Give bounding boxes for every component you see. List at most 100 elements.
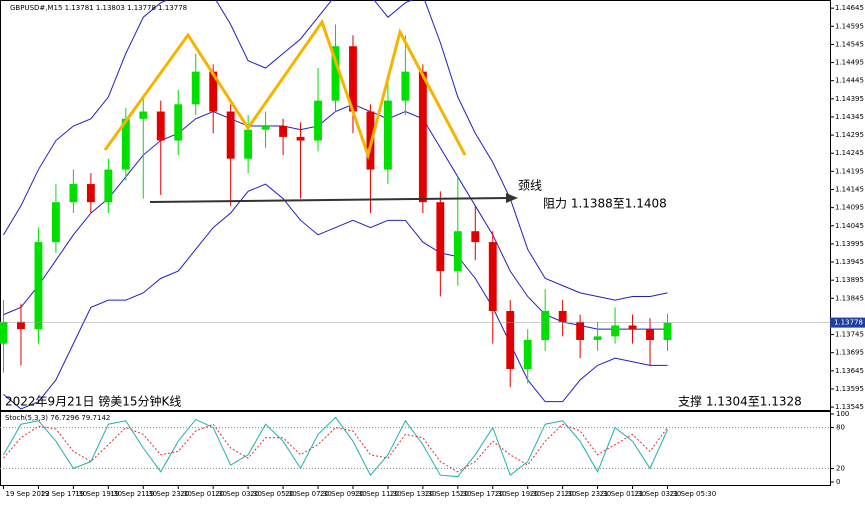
y-tick-label: 1.14195 [835,167,864,175]
x-tick-label: 20 Sep 21:30 [530,490,577,498]
candle-body [488,242,497,311]
neckline-arrow [506,193,518,203]
y-tick-label: 1.14145 [835,185,864,193]
y-tick-label: 1.13845 [835,294,864,302]
y-tick-label: 100 [836,410,849,418]
neckline [149,197,509,203]
candle-body [34,242,43,330]
stoch-line [3,423,668,473]
candle-body [663,322,672,341]
candle-body [296,136,305,141]
y-tick-label: 1.14245 [835,149,864,157]
support-label: 支撑 1.1304至1.1328 [678,394,802,409]
y-tick-label: 0 [836,478,840,486]
y-tick-label: 1.13645 [835,367,864,375]
candle-body [383,100,392,170]
candle-body [314,100,322,141]
y-tick-label: 1.14495 [835,59,864,67]
resistance-label: 阻力 1.1388至1.1408 [543,197,667,211]
candle-body [86,184,95,203]
x-tick-label: 21 Sep 01:30 [600,490,647,498]
candle-body [244,129,253,159]
candle-body [506,310,515,370]
candle-body [226,111,235,159]
y-tick-label: 80 [836,424,845,432]
x-tick-label: 20 Sep 11:30 [355,490,402,498]
candle-body [191,71,200,105]
y-tick-label: 1.14595 [835,22,864,30]
caption: 2022年9月21日 镑美15分钟K线 [5,394,181,409]
stoch-line [3,416,668,478]
y-tick-label: 1.13745 [835,331,864,339]
y-tick-label: 1.13945 [835,258,864,266]
x-tick-label: 20 Sep 17:30 [460,490,507,498]
y-tick-label: 1.14395 [835,95,864,103]
y-tick-label: 1.14545 [835,40,864,48]
stoch-title: Stoch(5,3,3) 76.7296 79.7142 [5,414,110,422]
x-tick-label: 20 Sep 23:30 [565,490,612,498]
candle-body [156,111,165,141]
candle-body [0,321,8,344]
band-line [3,0,668,301]
x-tick-label: 20 Sep 03:30 [215,490,262,498]
candle-body [611,325,620,337]
y-tick-label: 1.14445 [835,77,864,85]
candle-body [646,329,654,341]
x-tick-label: 19 Sep 2022 [5,490,49,498]
candle-body [628,325,637,330]
symbol-info: GBPUSD#,M15 1.13781 1.13803 1.13778 1.13… [10,4,187,12]
candle-body [593,336,602,341]
x-tick-label: 20 Sep 15:30 [425,490,472,498]
candle-body [17,321,25,330]
y-tick-label: 1.13995 [835,240,864,248]
pattern-zigzag [103,18,467,161]
candle-body [69,184,78,203]
y-tick-label: 1.14345 [835,113,864,121]
candle-body [471,231,480,243]
y-tick-label: 1.13895 [835,276,864,284]
candle-body [558,310,567,322]
candle-body [453,231,462,272]
y-tick-label: 1.14645 [835,4,864,12]
last-price-label: 1.13778 [834,319,863,327]
candle-body [523,340,532,370]
candle-body [139,111,148,119]
y-tick-label: 1.13695 [835,349,864,357]
x-tick-label: 19 Sep 23:30 [145,490,192,498]
x-tick-label: 20 Sep 13:30 [390,490,437,498]
x-tick-label: 20 Sep 07:30 [285,490,332,498]
candle-body [104,169,113,203]
candle-body [436,202,445,272]
candle-body [541,310,550,341]
y-tick-label: 1.13545 [835,403,864,411]
candle-body [401,71,410,101]
x-tick-label: 19 Sep 17:30 [40,490,87,498]
x-tick-label: 20 Sep 19:30 [495,490,542,498]
y-tick-label: 1.14295 [835,131,864,139]
candle-body [209,71,218,112]
stoch-panel [0,411,831,486]
candle-body [349,46,357,112]
candle-body [51,202,60,243]
candle-body [331,46,340,101]
x-tick-label: 19 Sep 19:30 [75,490,122,498]
candle-body [261,126,270,130]
candle-body [174,104,183,141]
candle-body [279,126,288,137]
last-price-tag [830,317,865,328]
main-panel [0,0,831,411]
x-tick-label: 20 Sep 09:30 [320,490,367,498]
x-tick-label: 20 Sep 01:30 [180,490,227,498]
y-tick-label: 20 [836,464,845,472]
x-tick-label: 20 Sep 05:30 [250,490,297,498]
x-tick-label: 19 Sep 21:30 [110,490,157,498]
candle-body [576,321,585,341]
candle-body [121,118,130,170]
y-tick-label: 1.13595 [835,385,864,393]
band-line [3,103,668,330]
y-tick-label: 1.14095 [835,204,864,212]
x-tick-label: 21 Sep 05:30 [669,490,716,498]
neckline-label: 颈线 [518,179,542,193]
